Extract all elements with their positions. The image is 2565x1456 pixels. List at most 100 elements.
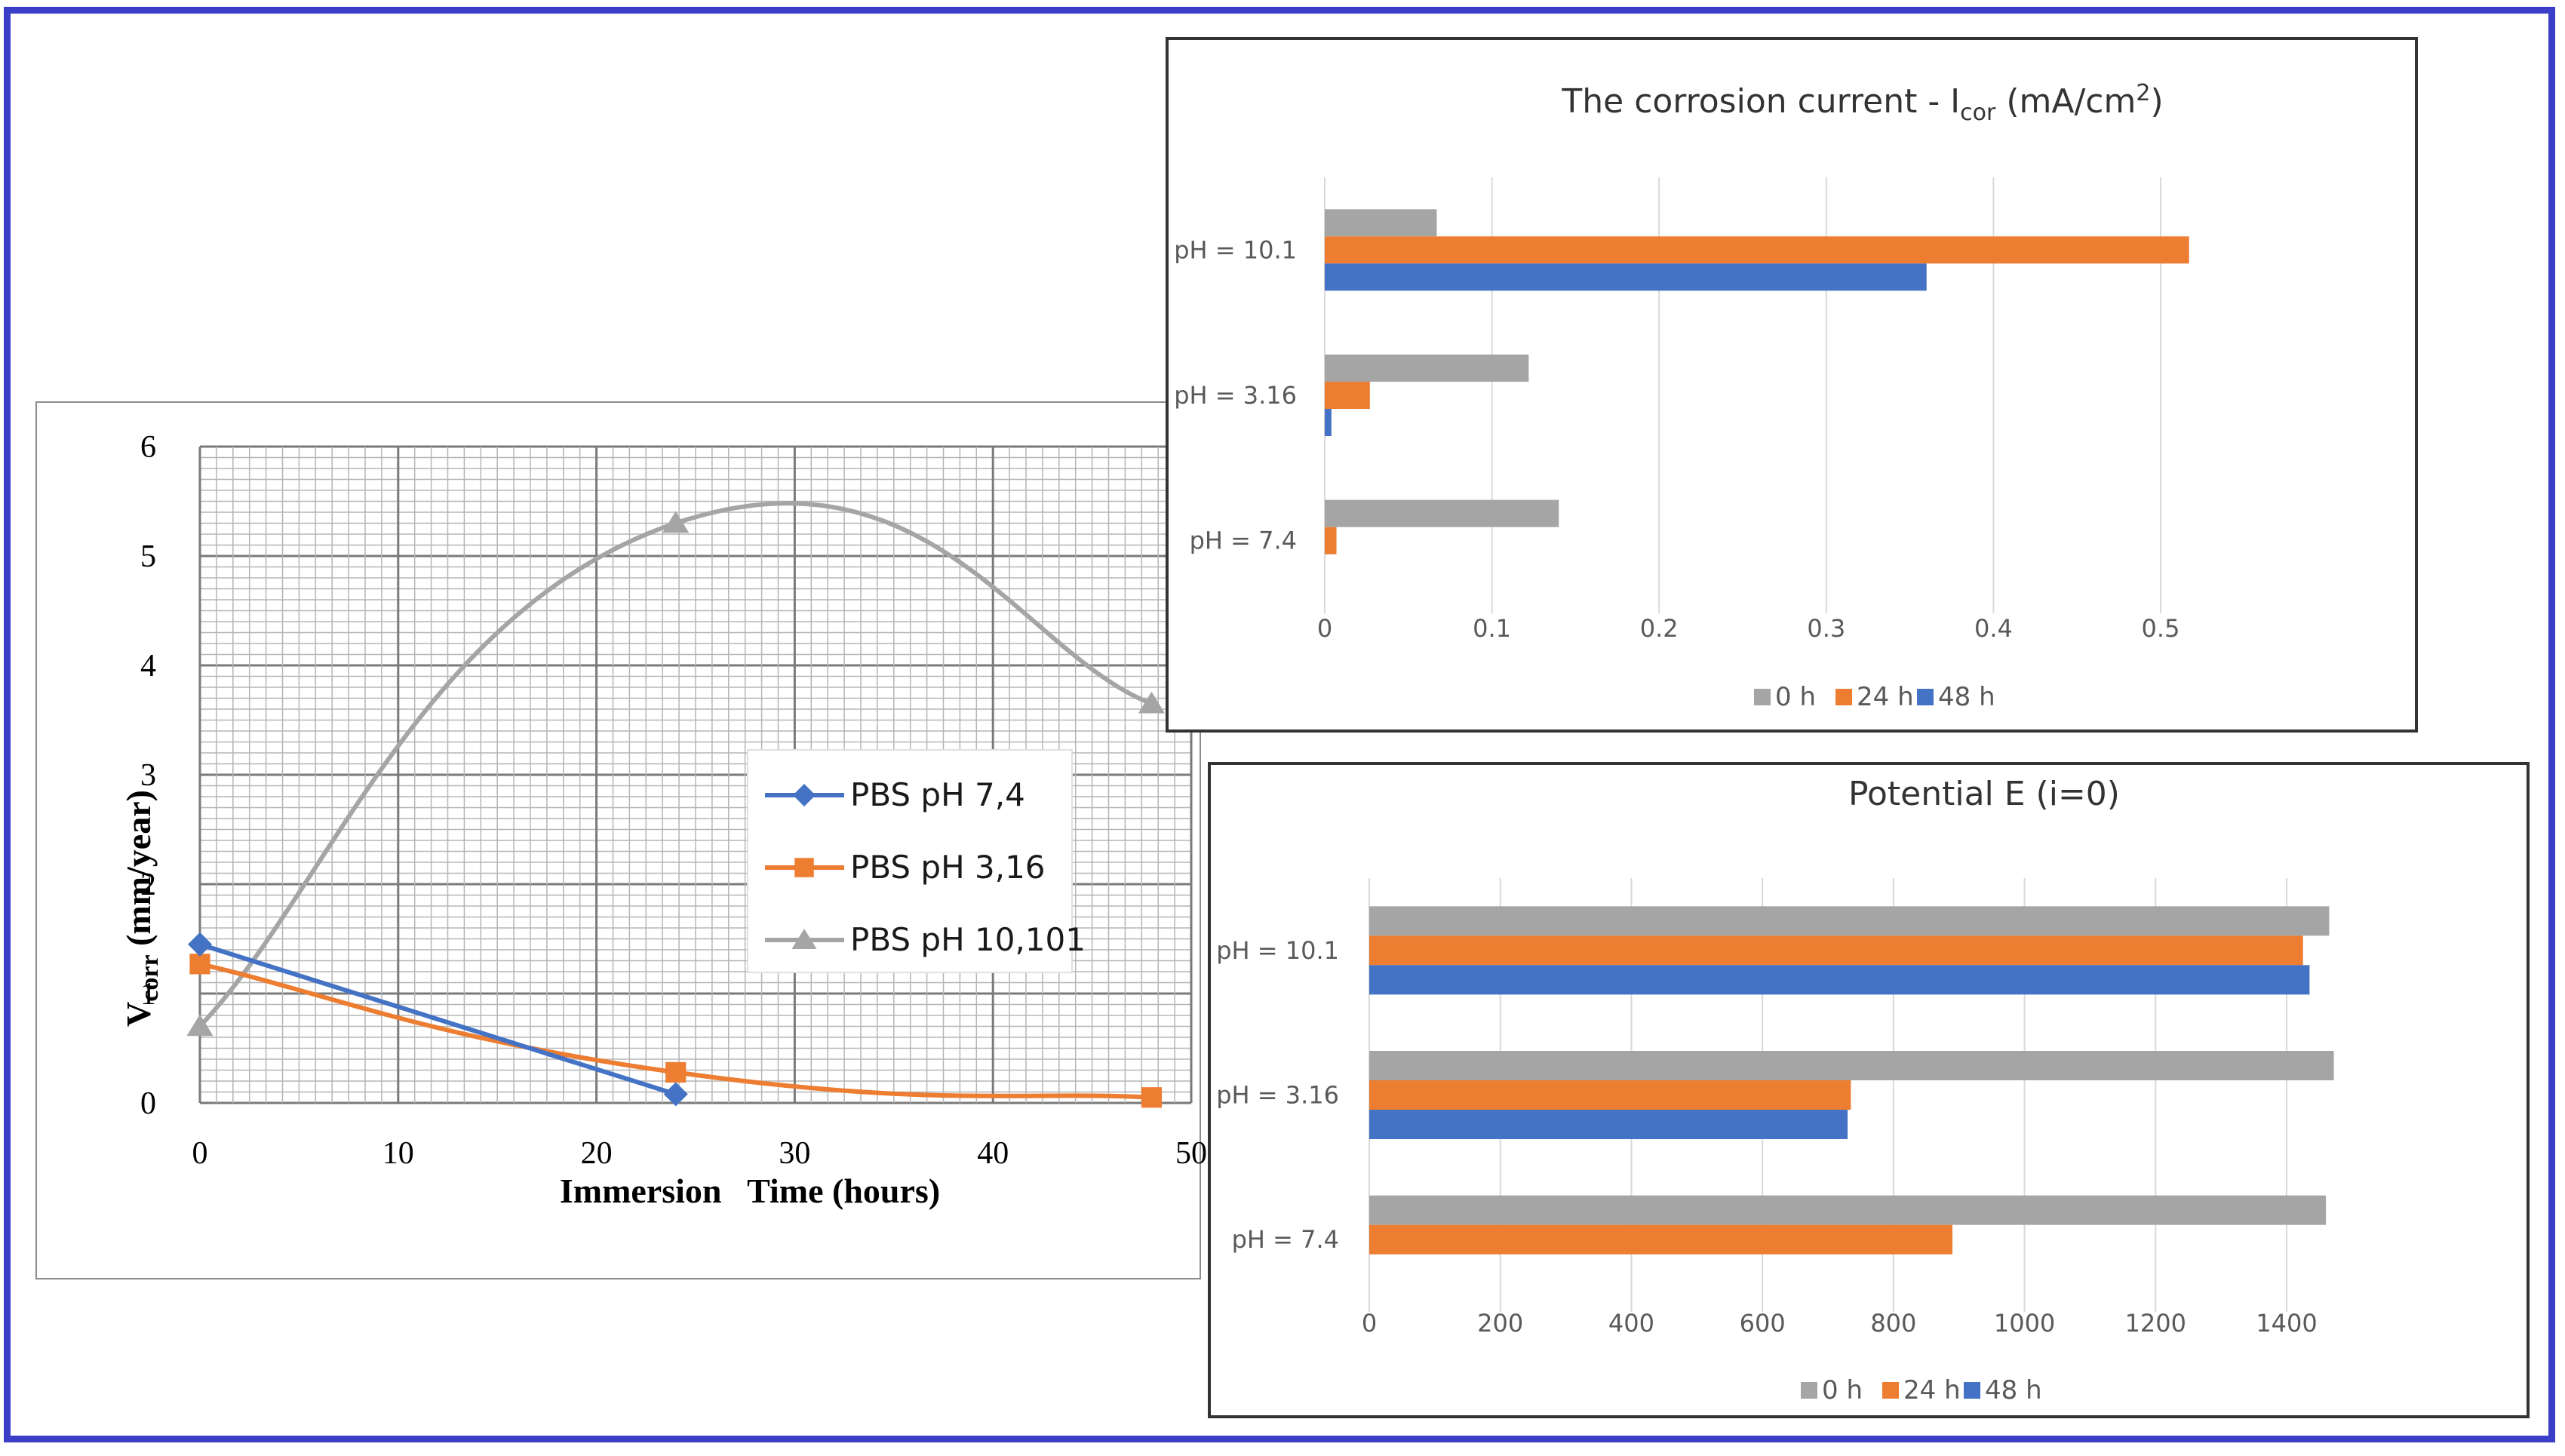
vcorr-y-tick: 6 — [140, 430, 156, 465]
icor-x-tick: 0.2 — [1640, 614, 1679, 643]
potential-bar — [1369, 906, 2330, 936]
icor-title-sub: cor — [1960, 100, 1996, 126]
vcorr-legend-label: PBS pH 10,101 — [850, 921, 1086, 958]
vcorr-point-triangle — [186, 1014, 213, 1037]
icor-category-label: pH = 10.1 — [1174, 235, 1297, 264]
icor-bar — [1325, 499, 1559, 527]
icor-title-rest: (mA/cm — [1995, 82, 2136, 121]
potential-bar-chart-panel: Potential E (i=0) pH = 10.1 pH = 3.16 pH =… — [1208, 762, 2530, 1418]
potential-x-tick: 800 — [1870, 1309, 1916, 1338]
icor-legend-swatch — [1754, 689, 1771, 705]
vcorr-y-tick: 2 — [140, 868, 156, 902]
potential-bar — [1369, 935, 2303, 966]
vcorr-y-tick: 1 — [140, 977, 156, 1012]
icor-bar — [1325, 527, 1337, 554]
vcorr-x-tick: 40 — [977, 1136, 1009, 1171]
potential-x-ticks: 0 200 400 600 800 1000 1200 1400 — [1362, 1309, 2318, 1338]
potential-bar — [1369, 965, 2310, 995]
icor-x-tick: 0.4 — [1974, 614, 2013, 643]
potential-x-tick: 600 — [1740, 1309, 1786, 1338]
vcorr-point-diamond — [663, 1082, 688, 1107]
potential-legend: 0 h 24 h 48 h — [1801, 1375, 2042, 1405]
potential-legend-swatch — [1801, 1382, 1817, 1399]
icor-legend-swatch — [1917, 689, 1934, 705]
icor-legend-label: 0 h — [1775, 682, 1816, 712]
potential-legend-swatch — [1964, 1382, 1980, 1399]
vcorr-y-tick: 0 — [140, 1086, 156, 1121]
icor-x-tick: 0.3 — [1807, 614, 1845, 643]
potential-x-tick: 400 — [1608, 1309, 1654, 1338]
vcorr-x-tick: 10 — [382, 1136, 414, 1171]
vcorr-legend-label: PBS pH 3,16 — [850, 849, 1046, 886]
vcorr-y-ticks: 0 1 2 3 4 5 6 — [140, 430, 156, 1121]
potential-x-tick: 1000 — [1994, 1309, 2055, 1338]
vcorr-x-axis-label: Immersion Time (hours) — [560, 1172, 940, 1210]
potential-bar — [1369, 1080, 1851, 1110]
potential-bar — [1369, 1224, 1953, 1255]
vcorr-series-line — [199, 941, 677, 1097]
vcorr-legend-label: PBS pH 7,4 — [850, 776, 1025, 813]
icor-bar — [1325, 355, 1529, 382]
icor-legend-swatch — [1835, 689, 1852, 705]
potential-x-tick: 1400 — [2256, 1309, 2317, 1338]
potential-bar — [1369, 1110, 1848, 1139]
icor-bar — [1325, 382, 1370, 409]
icor-legend: 0 h 24 h 48 h — [1754, 682, 1995, 712]
icor-category-label: pH = 7.4 — [1190, 527, 1297, 555]
potential-legend-swatch — [1882, 1382, 1899, 1399]
potential-category-labels: pH = 10.1 pH = 3.16 pH = 7.4 — [1216, 936, 1339, 1254]
potential-bar — [1369, 1195, 2327, 1225]
potential-category-label: pH = 10.1 — [1216, 936, 1339, 965]
icor-bar — [1325, 409, 1332, 436]
potential-x-tick: 0 — [1362, 1309, 1377, 1338]
icor-category-label: pH = 3.16 — [1174, 381, 1297, 410]
vcorr-legend: PBS pH 7,4 PBS pH 3,16 PBS pH 10,101 — [747, 749, 1086, 973]
vcorr-point-square — [1141, 1087, 1163, 1108]
vcorr-y-axis-label-main: V — [119, 1002, 158, 1027]
vcorr-point-square — [794, 858, 814, 877]
icor-chart-title: The corrosion current - Icor (mA/cm2) — [1561, 80, 2163, 126]
vcorr-line-chart: 0 1 2 3 4 5 6 0 10 20 30 40 50 PBS pH 7,4 PBS pH 3,1… — [119, 430, 1207, 1210]
vcorr-y-tick: 5 — [140, 539, 156, 574]
potential-x-tick: 1200 — [2125, 1309, 2186, 1338]
potential-bar — [1369, 1051, 2334, 1080]
icor-x-ticks: 0 0.1 0.2 0.3 0.4 0.5 — [1317, 614, 2180, 643]
potential-legend-label: 0 h — [1822, 1375, 1863, 1405]
icor-bar — [1325, 209, 1437, 237]
vcorr-line-chart-panel: 0 1 2 3 4 5 6 0 10 20 30 40 50 PBS pH 7,4 PBS pH 3,1… — [35, 401, 1207, 1279]
vcorr-point-triangle — [1138, 691, 1166, 714]
potential-category-label: pH = 7.4 — [1232, 1225, 1339, 1254]
potential-legend-label: 24 h — [1903, 1375, 1961, 1405]
icor-bar — [1325, 263, 1927, 291]
vcorr-point-diamond — [188, 932, 212, 957]
icor-x-tick: 0.1 — [1473, 614, 1511, 643]
vcorr-x-tick: 50 — [1175, 1136, 1207, 1171]
icor-legend-label: 48 h — [1938, 682, 1995, 712]
vcorr-point-square — [189, 954, 210, 975]
vcorr-y-axis-label-sub: corr — [136, 954, 164, 1001]
icor-category-labels: pH = 10.1 pH = 3.16 pH = 7.4 — [1174, 235, 1297, 554]
potential-x-tick: 200 — [1477, 1309, 1523, 1338]
potential-category-label: pH = 3.16 — [1216, 1081, 1339, 1110]
icor-legend-label: 24 h — [1857, 682, 1914, 712]
vcorr-y-axis-label-rest: (mm/year) — [119, 790, 158, 954]
vcorr-point-diamond — [793, 784, 816, 806]
icor-x-tick: 0 — [1317, 614, 1332, 643]
vcorr-point-triangle — [791, 929, 817, 949]
vcorr-series — [186, 501, 1166, 1108]
vcorr-y-axis-label: Vcorr (mm/year) — [119, 790, 164, 1027]
icor-title-end: ) — [2150, 82, 2163, 121]
vcorr-x-tick: 20 — [581, 1136, 613, 1171]
vcorr-y-tick: 3 — [140, 758, 156, 793]
vcorr-x-tick: 30 — [779, 1136, 810, 1171]
icor-bar-chart: The corrosion current - Icor (mA/cm2) pH… — [1174, 80, 2189, 712]
icor-bars — [1325, 209, 2189, 554]
vcorr-grid — [198, 445, 1193, 1104]
icor-title-sup: 2 — [2136, 80, 2150, 106]
icor-bar-chart-panel: The corrosion current - Icor (mA/cm2) pH… — [1166, 37, 2418, 733]
vcorr-x-tick: 0 — [192, 1136, 208, 1171]
potential-bars — [1369, 906, 2334, 1255]
icor-title-main: The corrosion current - I — [1561, 82, 1960, 121]
icor-x-tick: 0.5 — [2142, 614, 2180, 643]
